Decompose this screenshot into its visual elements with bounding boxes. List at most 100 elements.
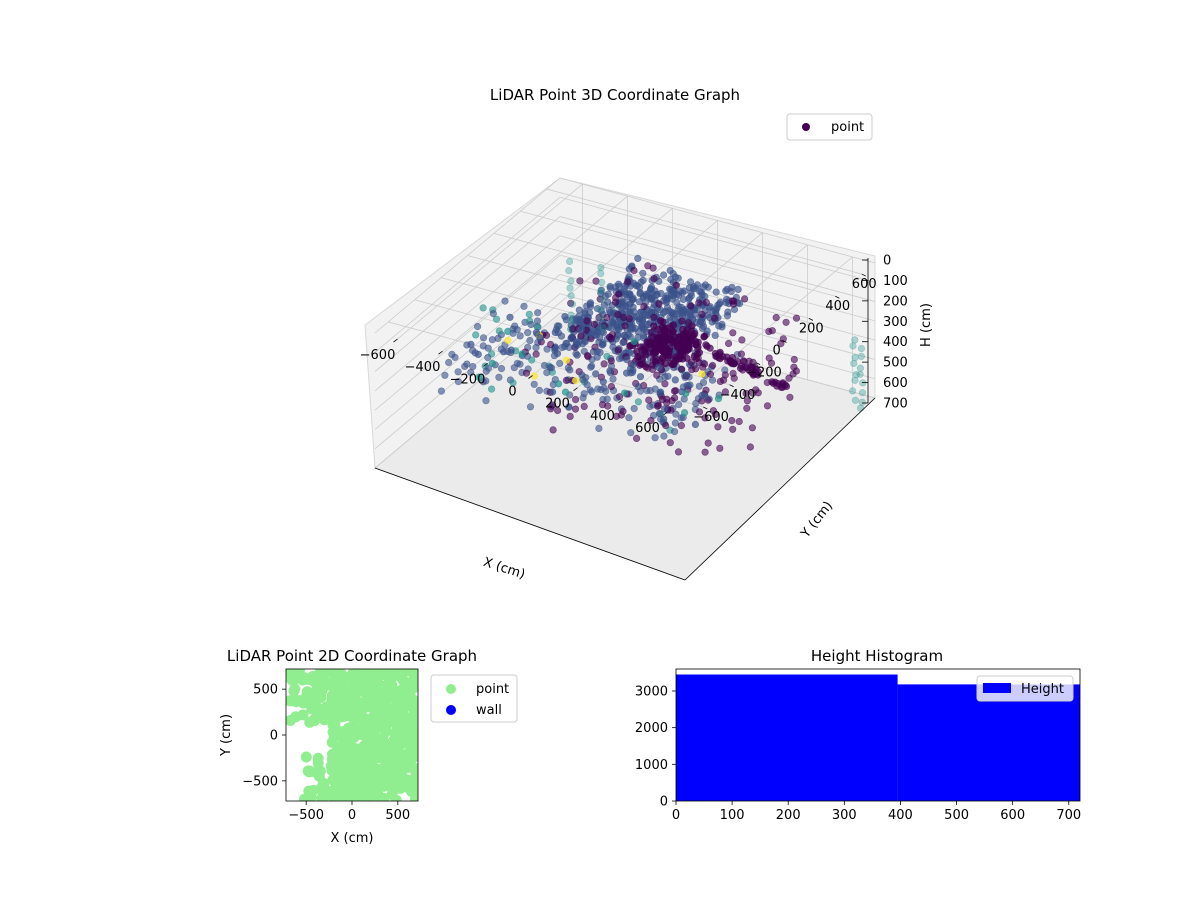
- data-point-3d: [641, 325, 649, 333]
- data-point-3d: [672, 410, 680, 418]
- data-point-3d: [856, 364, 865, 372]
- data-point-3d: [714, 423, 722, 431]
- y-tick-label-hist: 2000: [635, 721, 668, 736]
- data-point-3d: [495, 327, 503, 335]
- chart-2d: LiDAR Point 2D Coordinate Graph −500 0 500…: [219, 647, 518, 846]
- data-point-2d: [401, 762, 413, 774]
- data-point-3d: [647, 416, 655, 425]
- data-point-3d: [441, 371, 449, 379]
- x-tick-mark-3d: [528, 375, 533, 379]
- data-point-3d: [659, 318, 667, 326]
- y-tick-label-2d: −500: [242, 774, 278, 789]
- data-point-3d: [737, 350, 746, 358]
- data-point-3d: [605, 333, 614, 341]
- chart-3d: LiDAR Point 3D Coordinate Graph −600 −400…: [360, 86, 934, 582]
- data-point-2d: [342, 761, 353, 772]
- data-point-3d: [606, 367, 614, 375]
- data-point-3d: [579, 394, 587, 402]
- data-point-3d: [683, 382, 691, 390]
- data-point-2d: [307, 784, 319, 796]
- data-point-3d: [535, 386, 544, 395]
- data-point-2d: [341, 710, 353, 722]
- data-point-3d: [549, 426, 557, 434]
- y-tick-label-3d: 200: [799, 321, 824, 336]
- data-point-2d: [319, 669, 330, 679]
- data-point-3d: [475, 373, 483, 381]
- data-point-3d: [634, 398, 643, 406]
- data-point-3d: [849, 342, 857, 350]
- data-point-3d: [640, 303, 648, 311]
- grid-line-z: [374, 235, 561, 392]
- data-point-3d: [571, 405, 580, 413]
- data-point-3d: [656, 389, 664, 397]
- data-point-3d: [673, 298, 681, 307]
- y-tick-label-3d: 0: [773, 344, 781, 359]
- data-point-3d: [597, 287, 605, 295]
- data-point-2d: [329, 717, 341, 728]
- data-point-2d: [369, 705, 381, 717]
- data-point-3d: [702, 341, 710, 349]
- data-point-3d: [851, 396, 860, 404]
- data-point-3d: [578, 371, 586, 379]
- data-point-3d: [533, 317, 542, 325]
- data-point-3d: [677, 345, 686, 353]
- x-tick-label-3d: 0: [508, 385, 516, 400]
- data-point-3d: [620, 389, 629, 397]
- data-point-3d: [655, 410, 664, 418]
- data-point-3d: [474, 350, 482, 359]
- data-point-3d: [566, 317, 575, 325]
- data-point-2d: [317, 777, 329, 789]
- x-axis-label-2d: X (cm): [331, 831, 374, 846]
- data-point-3d: [608, 318, 616, 326]
- data-point-3d: [640, 292, 648, 301]
- data-point-2d: [397, 754, 408, 766]
- data-point-3d: [571, 343, 579, 351]
- data-point-3d: [704, 439, 712, 447]
- grid-line-z: [374, 274, 561, 430]
- data-point-2d: [289, 683, 301, 695]
- data-point-2d: [380, 669, 392, 678]
- data-point-3d: [597, 314, 605, 322]
- data-point-3d: [716, 444, 724, 452]
- data-point-2d: [317, 794, 329, 801]
- data-point-2d: [343, 777, 355, 789]
- data-point-3d: [702, 298, 711, 307]
- data-point-3d: [672, 281, 681, 289]
- chart-histogram: Height Histogram 0 100 200 300 400 500 600 7000…: [635, 647, 1081, 823]
- data-point-2d: [358, 716, 370, 727]
- data-point-3d: [675, 333, 683, 341]
- data-point-3d: [858, 398, 866, 406]
- histogram-bar: [897, 684, 1080, 801]
- data-point-2d: [286, 669, 296, 679]
- histogram-bar: [676, 674, 898, 801]
- data-point-2d: [412, 745, 418, 757]
- data-point-3d: [666, 266, 674, 275]
- legend-2d: point wall: [430, 674, 518, 723]
- y-tick-label-hist: 1000: [635, 758, 668, 773]
- data-point-3d: [724, 339, 733, 348]
- data-point-3d: [661, 380, 669, 388]
- grid-line-y: [520, 210, 836, 297]
- data-point-3d: [746, 443, 755, 451]
- data-point-3d: [580, 402, 588, 411]
- ticks-histogram: 0 100 200 300 400 500 600 700 0 1000 2000 3000: [635, 685, 1081, 824]
- ticks-3d: −600−400−2000200400600−600−400−200020040…: [360, 254, 908, 436]
- data-point-2d: [386, 762, 398, 774]
- data-point-3d: [671, 376, 679, 384]
- data-point-3d: [588, 388, 596, 396]
- x-tick-mark-3d: [573, 387, 578, 391]
- data-point-2d: [329, 731, 341, 743]
- data-point-3d: [652, 339, 660, 347]
- data-point-3d: [708, 376, 717, 384]
- data-point-3d: [650, 275, 658, 283]
- data-point-2d: [389, 741, 401, 753]
- data-point-2d: [352, 749, 364, 761]
- data-point-3d: [615, 355, 624, 363]
- data-point-3d: [632, 434, 641, 443]
- data-point-3d: [479, 334, 488, 342]
- grid-line-z: [374, 196, 561, 353]
- data-point-3d: [646, 402, 654, 411]
- data-point-2d: [297, 709, 309, 721]
- ticks-2d: −500 0 500 500 0 −500: [242, 683, 410, 823]
- data-point-2d: [371, 681, 383, 693]
